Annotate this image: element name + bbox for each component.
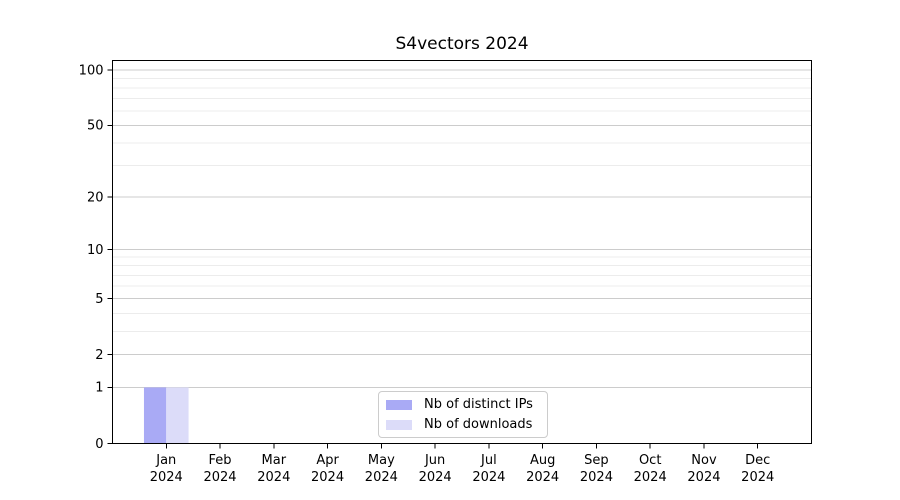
x-tick-label-month: Jan [155, 453, 176, 468]
legend: Nb of distinct IPs Nb of downloads [378, 391, 548, 438]
x-tick-label-year: 2024 [741, 470, 774, 485]
x-tick-label-month: Oct [639, 453, 661, 468]
x-tick-label-year: 2024 [311, 470, 344, 485]
y-tick-label: 20 [87, 190, 104, 205]
x-tick-label-year: 2024 [365, 470, 398, 485]
y-tick-label: 5 [95, 292, 103, 307]
y-tick-label: 10 [87, 243, 104, 258]
y-tick-label: 1 [95, 381, 103, 396]
legend-entry-distinct-ips: Nb of distinct IPs [386, 397, 547, 412]
legend-label-distinct-ips: Nb of distinct IPs [424, 397, 533, 412]
x-tick-label-year: 2024 [150, 470, 183, 485]
x-tick-label-year: 2024 [472, 470, 505, 485]
x-tick-label-year: 2024 [257, 470, 290, 485]
x-tick-label-month: Jun [424, 453, 445, 468]
legend-swatch-downloads [386, 419, 412, 430]
x-tick-label-month: Sep [584, 453, 609, 468]
x-tick-label-month: Apr [316, 453, 339, 468]
x-tick-label-month: Feb [209, 453, 232, 468]
x-tick-label-year: 2024 [203, 470, 236, 485]
x-tick-label-year: 2024 [526, 470, 559, 485]
x-tick-label-year: 2024 [580, 470, 613, 485]
x-tick-label-month: Dec [745, 453, 770, 468]
chart-title: S4vectors 2024 [395, 34, 529, 54]
x-tick-label-month: Aug [530, 453, 555, 468]
y-tick-label: 50 [87, 119, 104, 134]
y-tick-label: 100 [79, 63, 104, 78]
x-tick-label-month: May [368, 453, 395, 468]
bar [143, 387, 167, 444]
bar [166, 387, 189, 444]
x-tick-label-year: 2024 [634, 470, 667, 485]
x-tick-label-month: Mar [262, 453, 287, 468]
legend-label-downloads: Nb of downloads [424, 417, 533, 432]
x-tick-label-month: Nov [691, 453, 717, 468]
x-tick-label-year: 2024 [687, 470, 720, 485]
x-tick-label-year: 2024 [419, 470, 452, 485]
y-tick-label: 2 [95, 348, 103, 363]
legend-entry-downloads: Nb of downloads [386, 417, 547, 432]
axes-spines [112, 60, 812, 444]
x-tick-label-month: Jul [480, 453, 497, 468]
y-tick-label: 0 [95, 437, 103, 452]
legend-swatch-distinct-ips [386, 399, 412, 410]
